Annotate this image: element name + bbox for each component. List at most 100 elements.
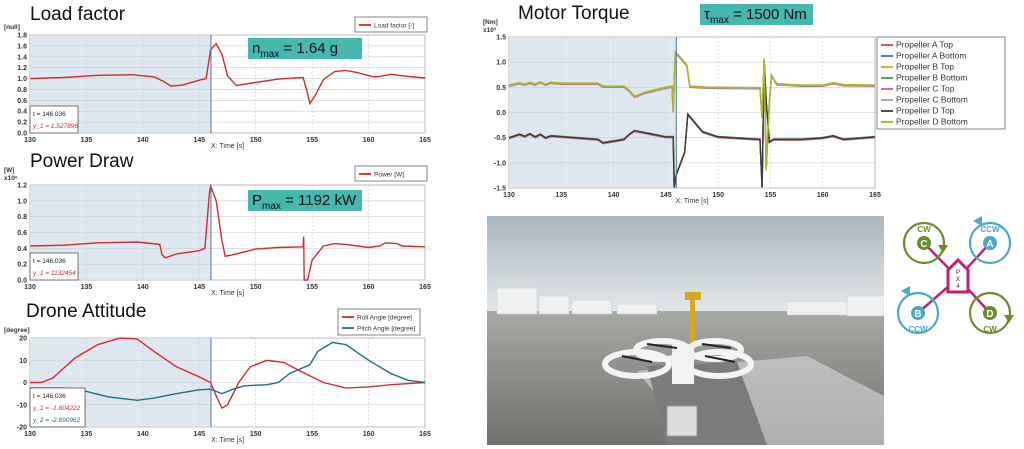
y-tick-label: -1.5: [494, 186, 506, 193]
series-line-pitch-angle-degree-: [30, 341, 426, 402]
cursor-readout-value: t = 146.036: [33, 111, 66, 118]
legend-box: [354, 165, 428, 182]
load_factor-chart: 130 135 140 145 150 155 160 165 0.0 0.2 0.4 0.6 0.8 1…: [4, 16, 431, 150]
torque-chart: 130 135 140 145 150 155 160 165 -1.5 -1.0 -0.5 0.0 0…: [483, 19, 1006, 205]
badge-sub: max: [260, 49, 280, 60]
x-axis-label: X: Time [s]: [675, 198, 708, 205]
rotor-letter: A: [986, 239, 993, 250]
x-tick-label: 140: [137, 284, 149, 291]
cursor-readout-value: y_1 = 1132454: [32, 270, 76, 277]
rotation-arc: [968, 291, 1012, 335]
legend-label: Propeller C Top: [896, 84, 955, 94]
y-tick-label: 0.8: [17, 214, 27, 221]
x-axis-label: X: Time [s]: [211, 290, 244, 297]
y-tick-label: 0.2: [17, 120, 27, 127]
series-line-propeller-d-top: [508, 61, 876, 188]
cursor-readout-box: [29, 387, 86, 428]
badge-symbol: n: [252, 40, 261, 57]
x-tick-label: 160: [363, 137, 375, 144]
y-tick-label: -20: [17, 425, 27, 432]
rotation-arc: [896, 291, 940, 335]
series-line-power-w-: [29, 183, 426, 281]
y-tick-label: -10: [17, 402, 27, 409]
rotor-direction-label: CW: [983, 325, 997, 334]
rotor-letter: D: [986, 309, 993, 320]
cursor-readout-value: t = 146.036: [33, 258, 66, 265]
x-tick-label: 160: [363, 431, 375, 438]
power-draw-title: Power Draw: [30, 151, 134, 172]
y-tick-label: 1.6: [17, 43, 27, 50]
y-tick-label: 0.4: [17, 109, 27, 116]
legend-label: Propeller A Top: [896, 40, 953, 50]
x-tick-label: 145: [193, 137, 205, 144]
legend: Power [W]: [354, 165, 428, 182]
y-tick-label: 0.6: [17, 98, 27, 105]
rotor-c: C CW: [902, 221, 948, 265]
rotor-letter: B: [914, 309, 921, 320]
body-label: P: [956, 270, 960, 276]
tau-max-badge: τmax = 1500 Nm: [700, 4, 813, 26]
x-axis-label: X: Time [s]: [211, 437, 244, 444]
legend-label: Propeller D Bottom: [896, 117, 968, 127]
body-label: 4: [956, 284, 960, 290]
x-tick-label: 155: [306, 284, 318, 291]
legend: Roll Angle [degree] Pitch Angle [degree]: [337, 308, 421, 336]
direction-arrow-icon: [973, 216, 982, 226]
y-tick-label: 1.0: [17, 76, 27, 83]
cursor-readout-value: t = 146.036: [33, 393, 66, 400]
rotor-hub: [917, 236, 931, 250]
legend-label: Propeller C Bottom: [896, 95, 968, 105]
badge-value: = 1192 kW: [280, 192, 357, 209]
legend: Load factor [-]: [354, 16, 428, 33]
x-tick-label: 150: [250, 137, 262, 144]
x-tick-label: 140: [137, 431, 149, 438]
x-tick-label: 150: [250, 431, 262, 438]
y-axis-unit: [W]: [4, 167, 14, 174]
y-tick-label: 0.5: [496, 85, 506, 92]
y-tick-label: 0.8: [17, 87, 27, 94]
rotor-direction-label: CCW: [980, 225, 1000, 234]
x-tick-label: 130: [24, 137, 36, 144]
y-tick-label: 0.4: [17, 246, 27, 253]
y-axis-scale: x10³: [483, 27, 497, 34]
rotation-arc: [902, 221, 946, 265]
x-tick-label: 165: [419, 431, 431, 438]
drone-attitude-title: Drone Attitude: [26, 301, 147, 322]
y-tick-label: 0.0: [17, 131, 27, 138]
y-tick-label: 0.0: [17, 278, 27, 285]
rotor-hub: [911, 306, 925, 320]
direction-arrow-icon: [1004, 315, 1014, 323]
legend-label: Propeller A Bottom: [896, 51, 966, 61]
y-axis-scale: x10⁶: [4, 175, 18, 182]
x-tick-label: 160: [817, 192, 829, 199]
rotor-letter: C: [920, 239, 927, 250]
y-tick-label: 1.5: [496, 35, 506, 42]
attitude-chart: 130 135 140 145 150 155 160 165 -20 -10 0 10 20 X: Ti…: [4, 308, 431, 444]
x-tick-label: 130: [24, 284, 36, 291]
y-tick-label: 0.6: [17, 230, 27, 237]
y-axis-unit: [Nm]: [483, 19, 498, 26]
y-tick-label: -1.0: [494, 160, 506, 167]
direction-arrow-icon: [901, 286, 910, 296]
x-tick-label: 135: [81, 284, 93, 291]
x-tick-label: 140: [137, 137, 149, 144]
x-tick-label: 140: [608, 192, 620, 199]
badge-sub: max: [709, 15, 729, 26]
y-tick-label: 1.2: [17, 183, 27, 190]
legend-box: [337, 308, 421, 336]
rotor-b: B CCW: [896, 286, 940, 335]
rotor-hub: [983, 306, 997, 320]
legend-label: Propeller B Top: [896, 62, 954, 72]
y-tick-label: 1.4: [17, 54, 27, 61]
drone-body: [946, 257, 970, 294]
y-tick-label: 0.0: [496, 110, 506, 117]
body-label: X: [956, 277, 960, 283]
n-max-badge: nmax = 1.64 g: [248, 38, 362, 60]
badge-value: = 1.64 g: [279, 40, 339, 57]
y-tick-label: 20: [19, 336, 27, 343]
badge-value: = 1500 Nm: [728, 6, 807, 23]
x-tick-label: 135: [81, 137, 93, 144]
load-factor-title: Load factor: [30, 4, 126, 25]
